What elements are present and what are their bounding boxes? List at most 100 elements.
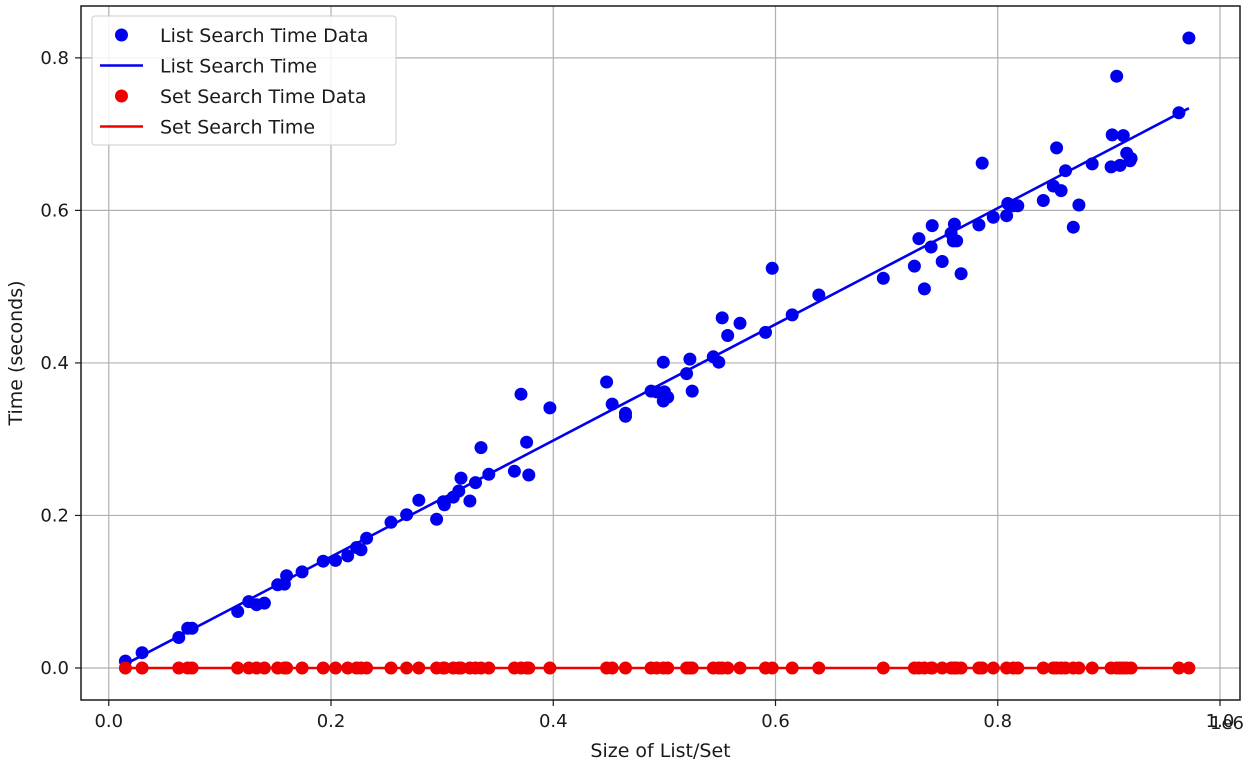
y-tick-label: 0.0 <box>40 658 69 679</box>
data-point-0 <box>759 325 772 339</box>
data-point-0 <box>1110 69 1124 83</box>
data-point-2 <box>185 661 199 675</box>
data-point-0 <box>733 316 747 330</box>
data-point-2 <box>721 661 735 675</box>
data-point-0 <box>469 476 482 490</box>
data-point-2 <box>522 661 536 675</box>
data-point-2 <box>619 661 632 675</box>
data-point-0 <box>437 498 451 512</box>
data-point-0 <box>924 240 938 254</box>
x-tick-label: 0.8 <box>983 711 1012 732</box>
data-point-2 <box>661 661 675 675</box>
data-point-0 <box>412 493 426 507</box>
data-point-0 <box>522 468 536 482</box>
x-axis-offset-label: 1e6 <box>1210 713 1244 734</box>
data-point-0 <box>400 508 414 522</box>
y-tick-label: 0.2 <box>40 505 69 526</box>
legend-label: Set Search Time <box>160 117 315 139</box>
legend-box <box>91 15 397 146</box>
data-point-2 <box>412 661 426 675</box>
data-point-0 <box>1124 152 1138 165</box>
data-point-0 <box>135 646 149 660</box>
data-point-0 <box>520 435 534 449</box>
data-point-0 <box>912 232 926 246</box>
data-point-0 <box>680 367 694 381</box>
data-point-0 <box>1000 209 1014 223</box>
legend: List Search Time Data List Search Time Set… <box>91 15 397 146</box>
data-point-0 <box>605 397 619 411</box>
data-point-2 <box>135 661 149 675</box>
data-point-2 <box>316 661 330 675</box>
data-point-0 <box>185 621 199 635</box>
data-point-0 <box>316 554 330 568</box>
y-tick-label: 0.6 <box>40 200 69 221</box>
data-point-2 <box>231 661 245 675</box>
data-point-0 <box>482 467 496 481</box>
data-point-0 <box>876 271 890 285</box>
data-point-2 <box>605 661 619 675</box>
data-point-0 <box>975 156 989 170</box>
data-point-2 <box>935 661 949 675</box>
data-point-0 <box>656 355 670 369</box>
data-point-0 <box>935 255 949 268</box>
data-point-0 <box>1066 220 1080 234</box>
data-point-0 <box>329 553 342 567</box>
y-tick-label: 0.4 <box>40 353 69 374</box>
y-tick-label: 0.8 <box>40 48 69 69</box>
data-point-0 <box>280 569 294 583</box>
data-point-0 <box>1011 199 1025 213</box>
data-point-0 <box>454 471 468 485</box>
data-point-2 <box>454 661 468 675</box>
data-point-0 <box>715 311 729 325</box>
data-point-0 <box>1172 106 1186 120</box>
data-point-2 <box>482 661 496 675</box>
data-point-2 <box>765 661 779 675</box>
data-points <box>118 31 1196 675</box>
data-point-0 <box>712 355 726 369</box>
data-point-2 <box>172 661 186 675</box>
data-point-2 <box>733 661 747 675</box>
data-point-2 <box>975 661 989 675</box>
data-point-0 <box>1182 31 1196 45</box>
x-axis-label: Size of List/Set <box>590 740 730 762</box>
data-point-2 <box>785 661 799 675</box>
data-point-0 <box>1059 164 1072 178</box>
data-point-2 <box>257 661 271 675</box>
data-point-2 <box>685 661 699 675</box>
data-point-0 <box>1085 157 1099 171</box>
data-point-2 <box>543 661 557 675</box>
data-point-2 <box>1085 661 1099 675</box>
data-point-0 <box>514 387 528 401</box>
data-point-0 <box>354 543 368 557</box>
axis-ticks: 0.0 0.2 0.4 0.6 0.8 1.0 0.0 0.2 0.4 0.6 0.8 <box>40 48 1234 732</box>
data-point-2 <box>812 661 826 675</box>
x-tick-label: 1.0 <box>1206 711 1235 732</box>
data-point-0 <box>721 329 735 342</box>
data-point-0 <box>1036 194 1050 207</box>
data-point-0 <box>1054 184 1068 198</box>
data-point-2 <box>295 661 309 675</box>
data-point-2 <box>1124 661 1138 675</box>
data-point-0 <box>507 464 521 478</box>
data-point-2 <box>329 661 342 675</box>
data-point-2 <box>360 661 374 675</box>
data-point-0 <box>384 515 398 529</box>
data-point-2 <box>437 661 451 675</box>
data-point-0 <box>1113 158 1127 172</box>
legend-label: Set Search Time Data <box>160 86 366 108</box>
legend-label: List Search Time Data <box>160 25 368 47</box>
data-point-0 <box>430 512 444 526</box>
data-point-0 <box>950 234 964 248</box>
data-point-0 <box>1050 141 1064 155</box>
data-point-0 <box>972 218 986 232</box>
x-tick-label: 0.6 <box>761 711 790 732</box>
data-point-0 <box>947 217 961 231</box>
plot-frame <box>80 5 1241 701</box>
data-point-0 <box>907 259 921 273</box>
legend-entries: List Search Time Data List Search Time Set… <box>100 25 368 139</box>
data-point-0 <box>295 565 309 579</box>
data-point-0 <box>1116 129 1130 143</box>
data-point-0 <box>172 631 186 644</box>
